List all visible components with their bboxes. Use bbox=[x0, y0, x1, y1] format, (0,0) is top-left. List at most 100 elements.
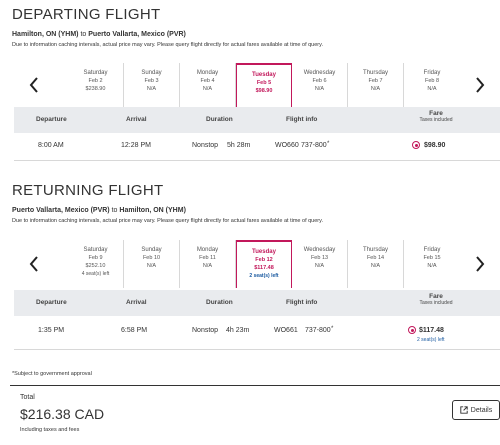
day-cell-fri[interactable]: Friday Feb 15 N/A bbox=[404, 240, 460, 288]
departing-route: Hamilton, ON (YHM) to Puerto Vallarta, M… bbox=[12, 31, 186, 38]
day-price: N/A bbox=[404, 262, 460, 270]
total-amount: $216.38 CAD bbox=[20, 406, 104, 422]
day-date: Feb 10 bbox=[124, 254, 179, 262]
fare-radio[interactable] bbox=[408, 326, 416, 334]
flight-arrival-time: 6:58 PM bbox=[121, 327, 147, 334]
day-cell-wed[interactable]: Wednesday Feb 6 N/A bbox=[292, 63, 348, 107]
day-date: Feb 4 bbox=[180, 77, 235, 85]
day-price: N/A bbox=[180, 262, 235, 270]
day-price: N/A bbox=[348, 85, 403, 93]
government-approval-note: *Subject to government approval bbox=[12, 371, 92, 377]
returning-title: RETURNING FLIGHT bbox=[12, 182, 163, 199]
day-seats-left: 4 seat(s) left bbox=[68, 270, 123, 278]
day-cell-sun[interactable]: Sunday Feb 10 N/A bbox=[124, 240, 180, 288]
day-weekday: Saturday bbox=[68, 69, 123, 77]
day-weekday: Sunday bbox=[124, 69, 179, 77]
departing-flight-row[interactable]: 8:00 AM 12:28 PM Nonstop 5h 28m WO660 73… bbox=[14, 136, 500, 156]
day-price: $252.10 bbox=[68, 262, 123, 270]
departing-origin: Hamilton, ON (YHM) bbox=[12, 31, 79, 38]
next-week-arrow[interactable] bbox=[460, 240, 500, 288]
prev-week-arrow[interactable] bbox=[14, 63, 54, 107]
day-price: N/A bbox=[348, 262, 403, 270]
flight-duration: 4h 23m bbox=[226, 327, 249, 334]
header-fare: Fare Taxes included bbox=[406, 293, 466, 306]
day-price: N/A bbox=[404, 85, 460, 93]
next-week-arrow[interactable] bbox=[460, 63, 500, 107]
returning-date-strip: Saturday Feb 9 $252.10 4 seat(s) left Su… bbox=[14, 240, 500, 288]
fare-radio[interactable] bbox=[412, 141, 420, 149]
day-seats-left: 2 seat(s) left bbox=[237, 272, 291, 280]
departing-to: to bbox=[80, 31, 86, 38]
day-cell-mon[interactable]: Monday Feb 11 N/A bbox=[180, 240, 236, 288]
flight-fare: $98.90 bbox=[424, 142, 445, 149]
header-flight-info: Flight info bbox=[286, 299, 317, 306]
header-departure: Departure bbox=[36, 116, 67, 123]
returning-route: Puerto Vallarta, Mexico (PVR) to Hamilto… bbox=[12, 207, 186, 214]
prev-week-arrow[interactable] bbox=[14, 240, 54, 288]
header-arrival: Arrival bbox=[126, 299, 147, 306]
day-cell-mon[interactable]: Monday Feb 4 N/A bbox=[180, 63, 236, 107]
external-link-icon bbox=[460, 406, 468, 414]
day-weekday: Sunday bbox=[124, 246, 179, 254]
day-cell-fri[interactable]: Friday Feb 8 N/A bbox=[404, 63, 460, 107]
day-cell-wed[interactable]: Wednesday Feb 13 N/A bbox=[292, 240, 348, 288]
day-cell-sat[interactable]: Saturday Feb 9 $252.10 4 seat(s) left bbox=[68, 240, 124, 288]
departing-destination: Puerto Vallarta, Mexico (PVR) bbox=[88, 31, 186, 38]
returning-flight-row[interactable]: 1:35 PM 6:58 PM Nonstop 4h 23m WO661 737… bbox=[14, 321, 500, 345]
fare-radio-selected-icon bbox=[412, 141, 420, 149]
header-fare: Fare Taxes included bbox=[406, 110, 466, 123]
flight-arrival-time: 12:28 PM bbox=[121, 142, 151, 149]
header-departure: Departure bbox=[36, 299, 67, 306]
day-cell-tue-selected[interactable]: Tuesday Feb 12 $117.48 2 seat(s) left bbox=[236, 240, 292, 288]
day-weekday: Saturday bbox=[68, 246, 123, 254]
details-button[interactable]: Details bbox=[452, 400, 500, 420]
day-date: Feb 12 bbox=[237, 256, 291, 264]
total-subtext: Including taxes and fees bbox=[20, 427, 79, 433]
returning-to: to bbox=[112, 207, 118, 214]
header-fare-sub: Taxes included bbox=[406, 300, 466, 306]
chevron-right-icon bbox=[475, 256, 485, 272]
day-weekday: Wednesday bbox=[292, 246, 347, 254]
day-date: Feb 8 bbox=[404, 77, 460, 85]
flight-departure-time: 8:00 AM bbox=[38, 142, 64, 149]
header-duration: Duration bbox=[206, 299, 233, 306]
day-weekday: Friday bbox=[404, 69, 460, 77]
day-price: N/A bbox=[180, 85, 235, 93]
day-cell-tue-selected[interactable]: Tuesday Feb 5 $98.90 bbox=[236, 63, 292, 107]
day-cell-thu[interactable]: Thursday Feb 14 N/A bbox=[348, 240, 404, 288]
day-date: Feb 14 bbox=[348, 254, 403, 262]
header-fare-label: Fare bbox=[429, 110, 443, 117]
day-price: $98.90 bbox=[237, 87, 291, 95]
day-price: N/A bbox=[292, 262, 347, 270]
header-fare-label: Fare bbox=[429, 293, 443, 300]
total-summary: Total $216.38 CAD Including taxes and fe… bbox=[10, 385, 500, 445]
day-cell-sat[interactable]: Saturday Feb 2 $238.90 bbox=[68, 63, 124, 107]
day-price: $117.48 bbox=[237, 264, 291, 272]
details-button-label: Details bbox=[471, 407, 492, 414]
departing-divider bbox=[14, 160, 500, 161]
flight-number: WO661 bbox=[274, 327, 298, 334]
day-weekday: Wednesday bbox=[292, 69, 347, 77]
day-date: Feb 3 bbox=[124, 77, 179, 85]
returning-table-header: Departure Arrival Duration Flight info F… bbox=[14, 290, 500, 316]
returning-origin: Puerto Vallarta, Mexico (PVR) bbox=[12, 207, 110, 214]
flight-aircraft: 737-800 bbox=[301, 142, 327, 149]
flight-approval-mark: * bbox=[327, 141, 329, 147]
day-weekday: Friday bbox=[404, 246, 460, 254]
day-date: Feb 9 bbox=[68, 254, 123, 262]
day-date: Feb 6 bbox=[292, 77, 347, 85]
day-weekday: Tuesday bbox=[237, 248, 291, 256]
flight-aircraft: 737-800 bbox=[305, 327, 331, 334]
header-arrival: Arrival bbox=[126, 116, 147, 123]
day-cell-sun[interactable]: Sunday Feb 3 N/A bbox=[124, 63, 180, 107]
total-label: Total bbox=[20, 394, 35, 401]
day-cell-thu[interactable]: Thursday Feb 7 N/A bbox=[348, 63, 404, 107]
day-weekday: Tuesday bbox=[237, 71, 291, 79]
day-weekday: Monday bbox=[180, 69, 235, 77]
fare-radio-selected-icon bbox=[408, 326, 416, 334]
flight-seats-left: 2 seat(s) left bbox=[417, 337, 445, 343]
day-date: Feb 15 bbox=[404, 254, 460, 262]
flight-fare: $117.48 bbox=[419, 327, 444, 334]
departing-table-header: Departure Arrival Duration Flight info F… bbox=[14, 107, 500, 133]
departing-disclaimer: Due to information caching intervals, ac… bbox=[12, 42, 323, 48]
